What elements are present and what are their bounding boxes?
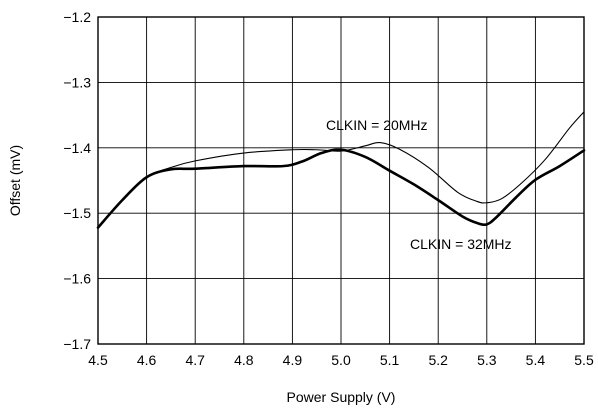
y-tick-labels: −1.2 −1.3 −1.4 −1.5 −1.6 −1.7 <box>63 9 91 352</box>
annotation-clkin-20mhz: CLKIN = 20MHz <box>326 117 428 133</box>
y-tick-label: −1.3 <box>63 74 91 90</box>
plot-frame <box>97 16 585 345</box>
x-tick-label: 4.8 <box>234 352 254 368</box>
y-tick-label: −1.5 <box>63 205 91 221</box>
x-axis-title: Power Supply (V) <box>287 389 396 405</box>
y-axis-title: Offset (mV) <box>7 145 23 216</box>
series-line-clkin-32mhz <box>96 148 586 229</box>
series-line-clkin-20mhz <box>97 111 585 229</box>
x-tick-label: 5.0 <box>331 352 351 368</box>
x-tick-label: 4.7 <box>185 352 205 368</box>
x-tick-label: 5.2 <box>428 352 448 368</box>
x-tick-label: 5.4 <box>526 352 546 368</box>
x-tick-label: 4.9 <box>283 352 303 368</box>
x-tick-label: 4.6 <box>137 352 157 368</box>
y-tick-label: −1.6 <box>63 271 91 287</box>
x-tick-label: 4.5 <box>88 352 108 368</box>
annotation-clkin-32mhz: CLKIN = 32MHz <box>410 236 512 252</box>
y-tick-label: −1.2 <box>63 9 91 25</box>
x-tick-label: 5.3 <box>477 352 497 368</box>
x-tick-labels: 4.5 4.6 4.7 4.8 4.9 5.0 5.1 5.2 5.3 5.4 5.5 <box>88 352 594 368</box>
y-tick-label: −1.4 <box>63 140 91 156</box>
chart-grid <box>97 16 585 345</box>
y-tick-label: −1.7 <box>63 336 91 352</box>
chart-series <box>96 111 586 229</box>
x-tick-label: 5.5 <box>574 352 594 368</box>
x-tick-label: 5.1 <box>380 352 400 368</box>
